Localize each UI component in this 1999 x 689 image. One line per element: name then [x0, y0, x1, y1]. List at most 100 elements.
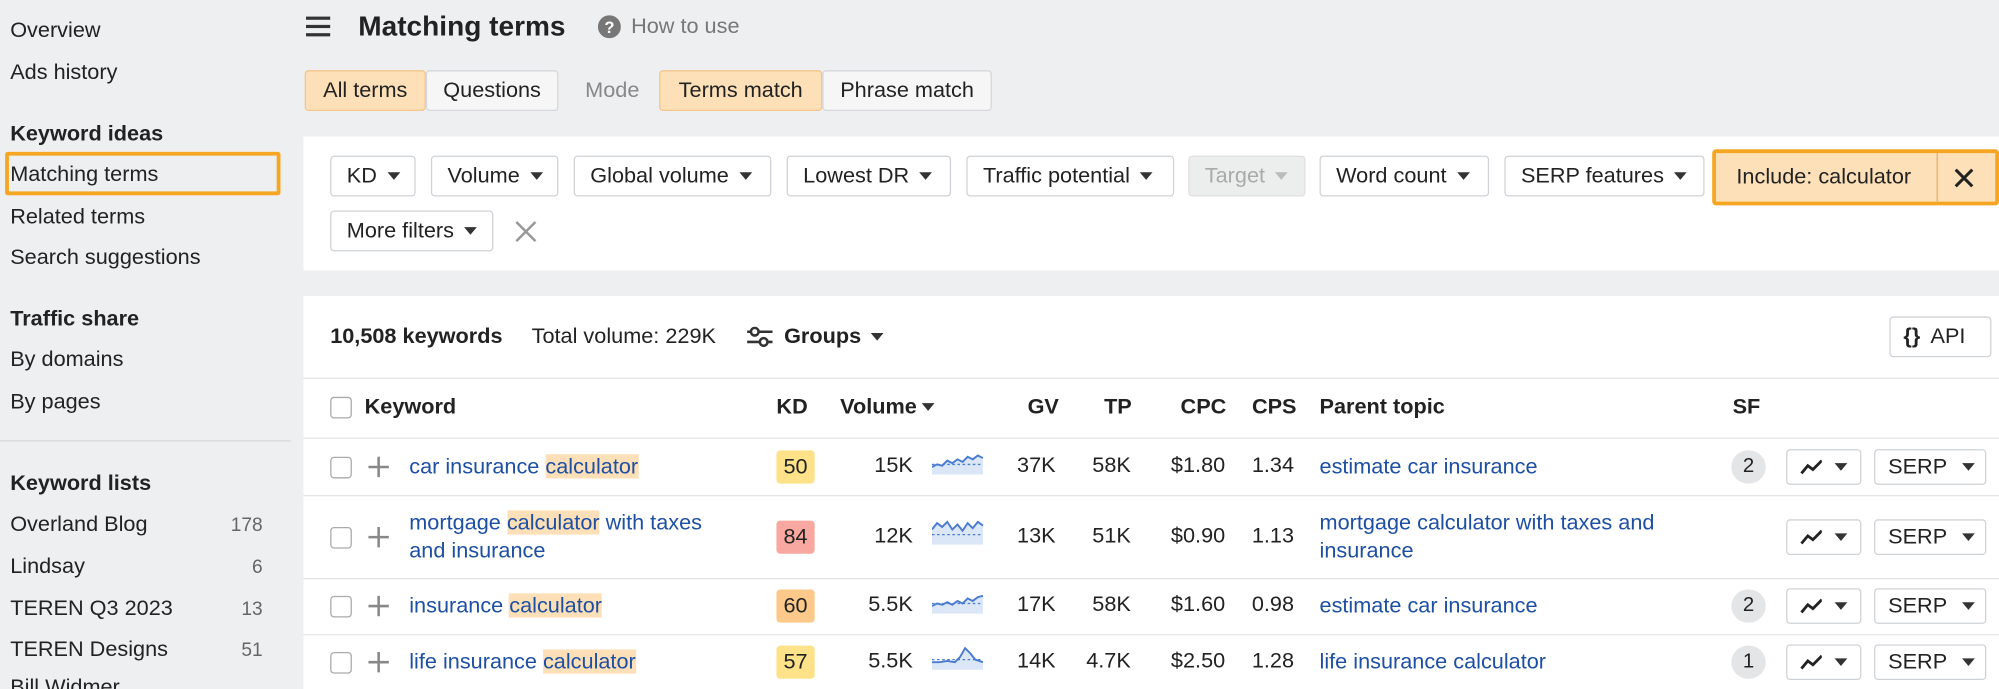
- serp-button[interactable]: SERP: [1874, 588, 1987, 624]
- volume: 15K: [874, 452, 913, 477]
- sidebar-link[interactable]: Overview: [10, 17, 101, 43]
- page-title: Matching terms: [358, 10, 566, 43]
- parent-topic[interactable]: life insurance calculator: [1319, 649, 1547, 674]
- filter-button[interactable]: KD: [330, 155, 416, 197]
- add-button[interactable]: [367, 651, 390, 674]
- column-label: CPC: [1180, 394, 1227, 419]
- caret: [1962, 658, 1976, 667]
- sidebar-item[interactable]: Bill Widmer: [10, 674, 120, 689]
- parent-topic[interactable]: estimate car insurance: [1319, 453, 1538, 478]
- tp: 4.7K: [1086, 648, 1131, 673]
- kd-badge: 57: [776, 645, 815, 679]
- groups-button[interactable]: Groups: [747, 324, 885, 350]
- sparkline: [931, 644, 984, 670]
- keyword-match: calculator: [542, 649, 636, 674]
- close-icon[interactable]: [1954, 168, 1974, 188]
- row-checkbox[interactable]: [330, 651, 352, 674]
- column-header[interactable]: CPS: [1252, 394, 1297, 420]
- filter-button[interactable]: Traffic potential: [966, 155, 1175, 197]
- column-label: Volume: [840, 394, 917, 419]
- section-title: Traffic share: [10, 306, 140, 331]
- include-filter[interactable]: Include: calculator: [1712, 149, 1999, 206]
- table-panel: [303, 296, 1999, 689]
- sidebar-item[interactable]: Overland Blog: [10, 511, 148, 536]
- caret: [1674, 172, 1687, 180]
- tab[interactable]: Questions: [425, 70, 559, 112]
- cpc: $1.60: [1170, 592, 1226, 617]
- sidebar-item[interactable]: By pages: [10, 389, 101, 414]
- sidebar-item[interactable]: Lindsay: [10, 553, 85, 578]
- column-header[interactable]: CPC: [1181, 394, 1227, 420]
- clear-filters[interactable]: [515, 221, 537, 243]
- volume: 5.5K: [868, 592, 913, 617]
- keyword[interactable]: insurance calculator: [409, 592, 740, 620]
- volume: 12K: [874, 522, 913, 547]
- include-label: Include: calculator: [1736, 164, 1912, 189]
- row-checkbox[interactable]: [330, 595, 352, 618]
- keyword[interactable]: car insurance calculator: [409, 452, 740, 480]
- sidebar-item[interactable]: TEREN Designs: [10, 636, 168, 661]
- sidebar-item[interactable]: Matching terms: [10, 162, 159, 187]
- sidebar-item[interactable]: By domains: [10, 347, 124, 372]
- column-label: Parent topic: [1319, 394, 1445, 419]
- cps: 1.28: [1251, 648, 1295, 673]
- add-button[interactable]: [367, 595, 390, 618]
- filter-button[interactable]: Lowest DR: [786, 155, 952, 197]
- caret: [919, 172, 933, 180]
- menu-icon[interactable]: [305, 15, 331, 38]
- keyword[interactable]: life insurance calculator: [409, 648, 740, 676]
- serp-button[interactable]: SERP: [1874, 644, 1987, 681]
- volume: 5.5K: [868, 648, 913, 673]
- column-header[interactable]: TP: [1104, 394, 1132, 420]
- sidebar-link[interactable]: Ads history: [10, 59, 118, 85]
- api-label: API: [1930, 324, 1966, 349]
- filter-button[interactable]: Global volume: [573, 155, 772, 197]
- column-header[interactable]: SF: [1733, 394, 1761, 420]
- caret: [387, 172, 400, 180]
- select-all[interactable]: [330, 396, 352, 419]
- column-header[interactable]: Volume: [840, 394, 935, 420]
- tab[interactable]: All terms: [304, 70, 426, 112]
- add-button[interactable]: [367, 455, 390, 478]
- column-header[interactable]: GV: [1028, 394, 1059, 420]
- filter-label: Target: [1204, 163, 1266, 188]
- cps: 1.13: [1251, 522, 1295, 547]
- trend-button[interactable]: [1786, 448, 1862, 485]
- serp-button[interactable]: SERP: [1874, 518, 1987, 555]
- trend-button[interactable]: [1786, 644, 1862, 681]
- column-header[interactable]: Parent topic: [1320, 394, 1445, 420]
- cpc: $0.90: [1170, 522, 1226, 547]
- gv: 17K: [1017, 592, 1056, 617]
- more-filters[interactable]: More filters: [330, 210, 494, 252]
- add-button[interactable]: [367, 525, 390, 548]
- sparkline: [931, 519, 984, 545]
- sidebar-item[interactable]: Related terms: [10, 204, 146, 229]
- kd-badge: 84: [776, 519, 815, 554]
- help-icon[interactable]: ?: [597, 15, 621, 39]
- tab[interactable]: Terms match: [659, 70, 823, 112]
- filter-label: Traffic potential: [982, 163, 1130, 188]
- help-link[interactable]: How to use: [631, 14, 740, 39]
- total-volume: Total volume: 229K: [531, 324, 716, 349]
- filter-label: Word count: [1336, 163, 1447, 188]
- trend-button[interactable]: [1786, 518, 1862, 555]
- filter-button[interactable]: Volume: [430, 155, 559, 197]
- parent-topic[interactable]: mortgage calculator with taxes and insur…: [1319, 510, 1655, 563]
- filter-button[interactable]: SERP features: [1504, 155, 1705, 197]
- keyword[interactable]: mortgage calculator with taxes and insur…: [409, 509, 740, 565]
- row-checkbox[interactable]: [330, 526, 352, 548]
- row-checkbox[interactable]: [330, 456, 352, 478]
- filter-button[interactable]: Word count: [1319, 155, 1490, 197]
- column-header[interactable]: Keyword: [365, 394, 457, 420]
- gv: 14K: [1017, 648, 1056, 673]
- api-button[interactable]: {} API: [1889, 316, 1992, 358]
- serp-label: SERP: [1888, 453, 1948, 478]
- column-header[interactable]: KD: [776, 394, 807, 420]
- serp-button[interactable]: SERP: [1874, 448, 1987, 485]
- sidebar-item[interactable]: Search suggestions: [10, 244, 201, 270]
- sidebar-item[interactable]: TEREN Q3 2023: [10, 595, 173, 621]
- tab[interactable]: Phrase match: [822, 70, 992, 112]
- parent-topic[interactable]: estimate car insurance: [1319, 593, 1538, 618]
- trend-button[interactable]: [1786, 588, 1862, 624]
